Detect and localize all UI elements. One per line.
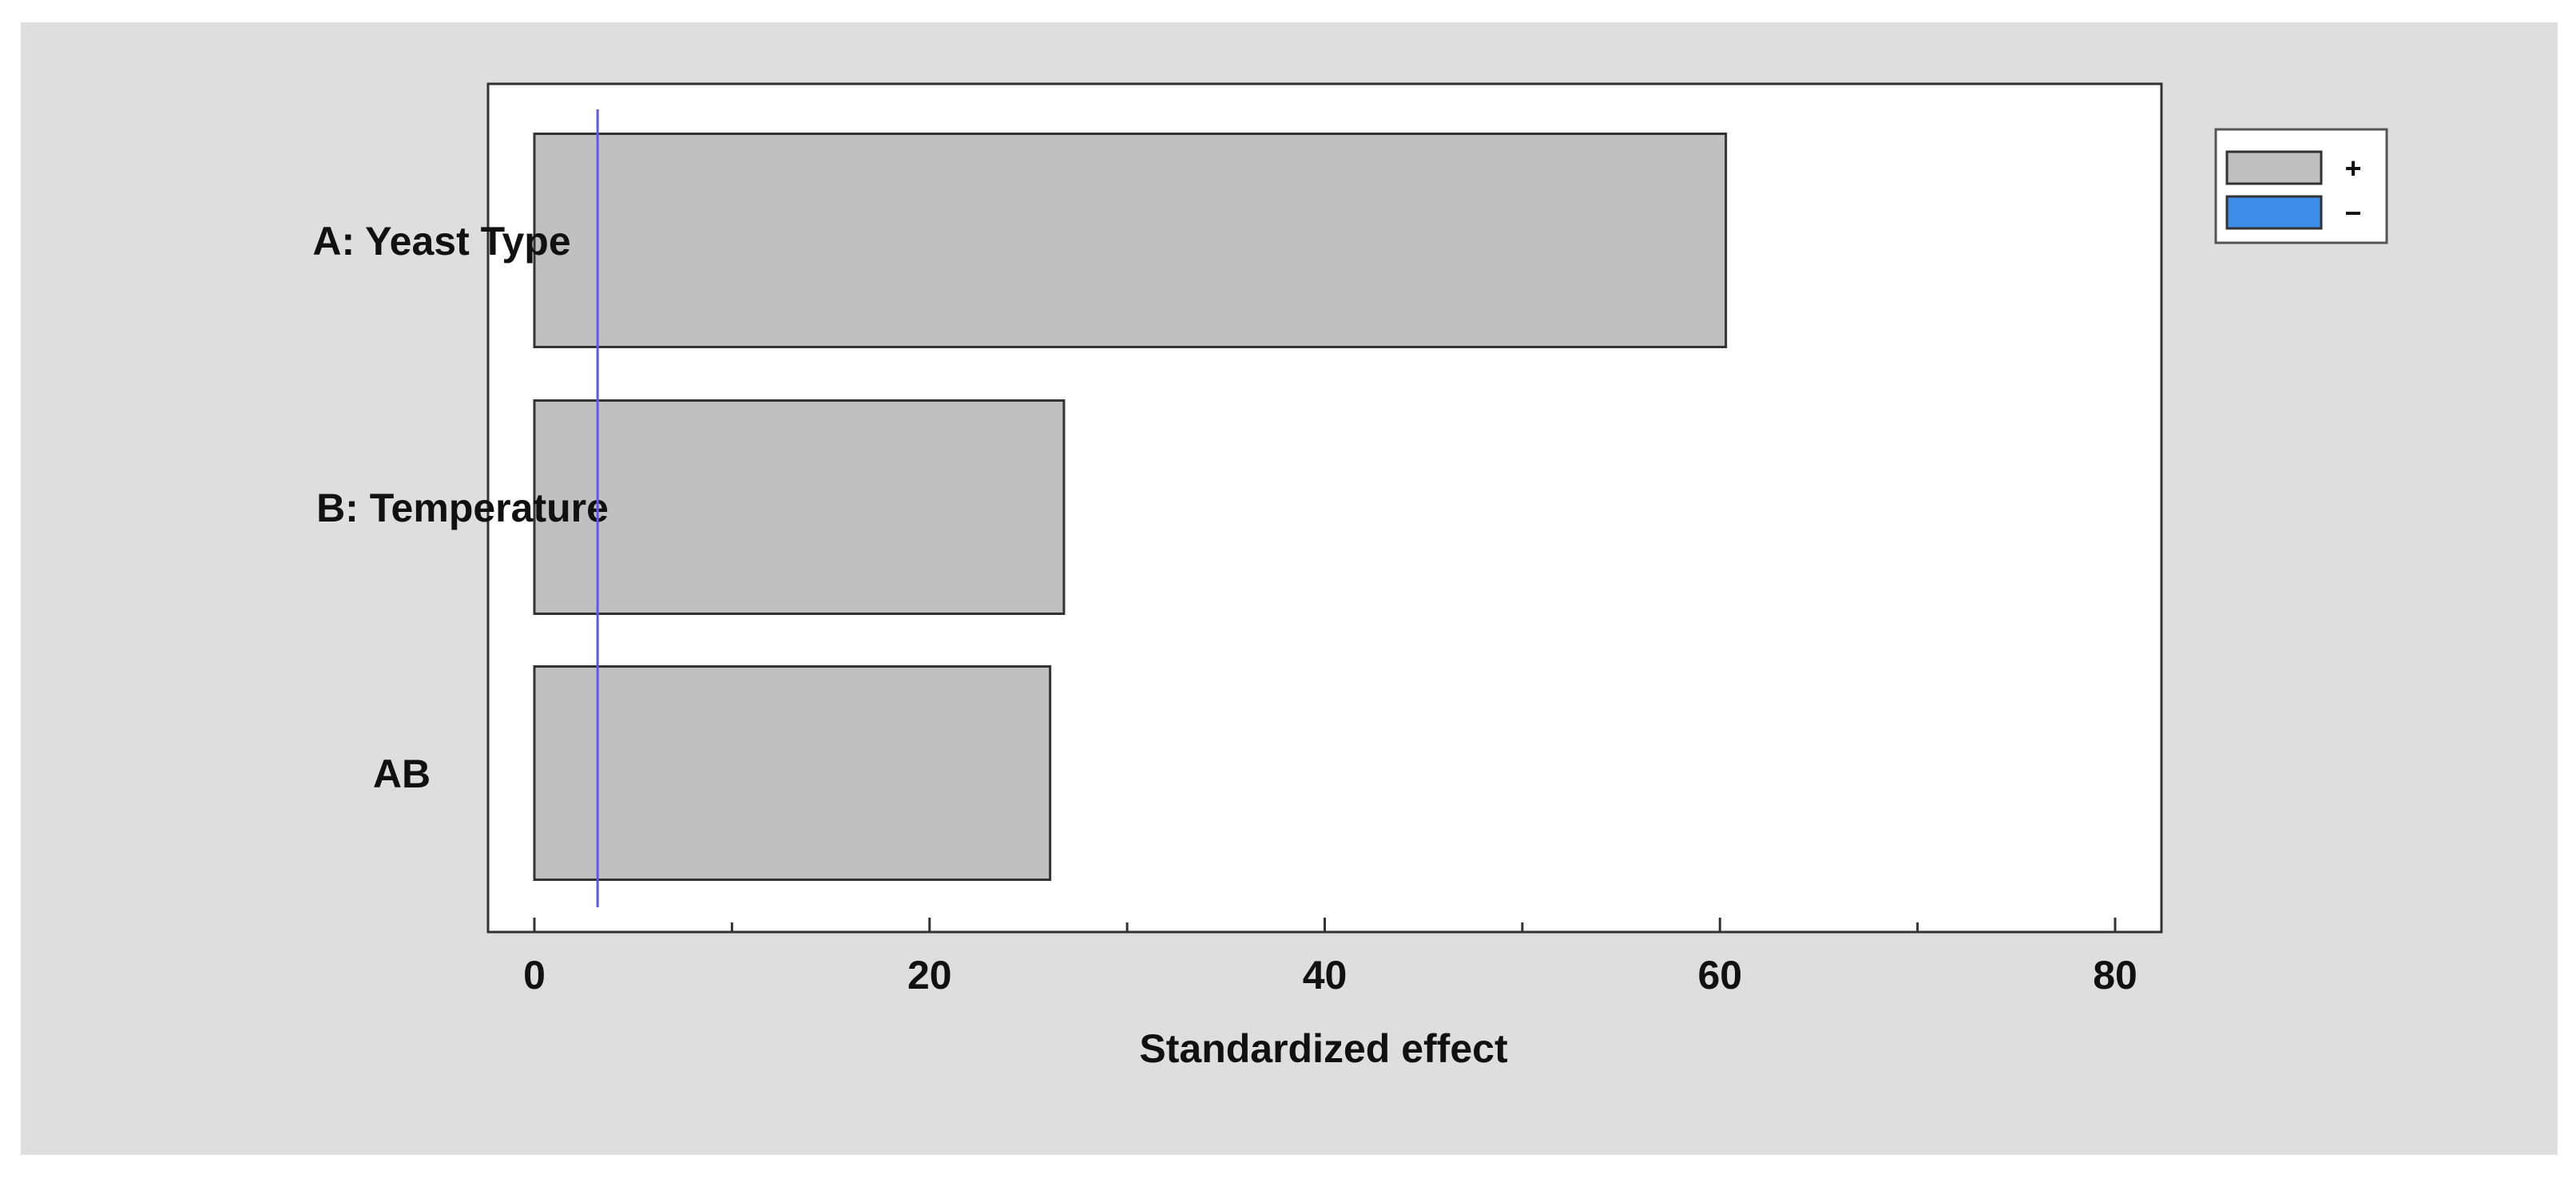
bar-1 (533, 133, 1728, 348)
category-label-2: B: Temperature (316, 486, 609, 530)
x-tick-label-2: 20 (907, 953, 952, 998)
x-tick-label-5: 80 (2093, 953, 2137, 998)
x-axis-label: Standardized effect (1139, 1026, 1508, 1071)
legend-label-2: − (2344, 196, 2361, 229)
legend-swatch-1 (2225, 150, 2323, 185)
category-label-1: A: Yeast Type (312, 219, 570, 264)
legend-swatch-2 (2225, 195, 2323, 230)
x-axis: 0 20 40 60 80 (488, 918, 2161, 998)
legend-label-1: + (2344, 152, 2361, 184)
bar-3 (533, 665, 1052, 881)
x-tick-label-4: 60 (1697, 953, 1742, 998)
category-label-3: AB (373, 752, 431, 796)
legend: +− (2214, 128, 2388, 244)
x-tick-label-1: 0 (523, 953, 546, 998)
bar-2 (533, 399, 1066, 615)
x-tick-label-3: 40 (1303, 953, 1348, 998)
